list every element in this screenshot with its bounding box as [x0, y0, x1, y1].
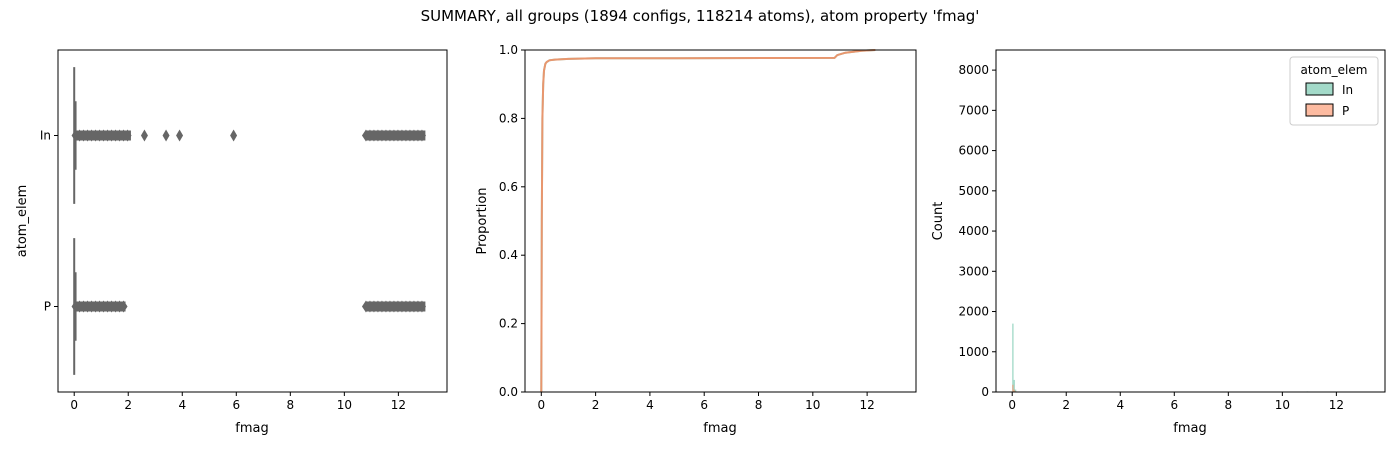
histogram-axes-frame	[995, 49, 1386, 393]
outlier-marker	[417, 300, 426, 313]
histogram-panel: 0 2 4 6 8 10 12 0 1000 2000 3000 4000 5000 6000 7000 8…	[931, 49, 1386, 436]
outlier-marker	[123, 129, 132, 142]
histogram-bar-p	[1012, 384, 1014, 392]
y-tick-label: 0.6	[499, 180, 518, 194]
histogram-y-label: Count	[931, 202, 946, 241]
ecdf-plot-area	[540, 49, 876, 393]
x-tick-label: 0	[70, 398, 78, 412]
x-tick-label: 6	[232, 398, 240, 412]
boxplot-plot-area	[71, 67, 426, 375]
y-tick-label: 6000	[958, 144, 989, 158]
ecdf-axes-frame	[524, 49, 917, 393]
legend-swatch-in	[1305, 82, 1334, 96]
boxplot-y-label: atom_elem	[15, 185, 30, 257]
histogram-bar-in	[1013, 379, 1015, 392]
boxplot-y-ticks: In P	[40, 129, 58, 314]
x-tick-label: 10	[805, 398, 820, 412]
category-label: In	[40, 129, 51, 143]
x-tick-label: 6	[1170, 398, 1178, 412]
ecdf-line-p	[540, 49, 876, 393]
y-tick-label: 1000	[958, 345, 989, 359]
histogram-x-label: fmag	[1173, 421, 1206, 436]
x-tick-label: 2	[592, 398, 600, 412]
figure-title: SUMMARY, all groups (1894 configs, 11821…	[421, 7, 980, 25]
y-tick-label: 0	[981, 385, 989, 399]
histogram-plot-area	[1012, 323, 1354, 392]
x-tick-label: 12	[391, 398, 406, 412]
x-tick-label: 4	[178, 398, 186, 412]
y-tick-label: 4000	[958, 224, 989, 238]
histogram-bar-p	[1013, 389, 1015, 392]
histogram-bar-in	[1012, 323, 1014, 392]
x-tick-label: 12	[1329, 398, 1344, 412]
outlier-marker	[162, 129, 170, 142]
outlier-marker	[176, 129, 184, 142]
y-tick-label: 0.2	[499, 317, 518, 331]
ecdf-y-ticks: 0.0 0.2 0.4 0.6 0.8 1.0	[499, 43, 525, 399]
ecdf-line-in	[540, 49, 876, 393]
y-tick-label: 3000	[958, 264, 989, 278]
legend-swatch-p	[1305, 103, 1334, 117]
x-tick-label: 6	[700, 398, 708, 412]
outlier-marker	[119, 300, 128, 313]
ecdf-x-ticks: 0 2 4 6 8 10 12	[537, 392, 875, 412]
outlier-marker	[140, 129, 148, 142]
y-tick-label: 5000	[958, 184, 989, 198]
x-tick-label: 4	[646, 398, 654, 412]
x-tick-label: 10	[1275, 398, 1290, 412]
y-tick-label: 2000	[958, 305, 989, 319]
x-tick-label: 8	[1224, 398, 1232, 412]
boxplot-panel: 0 2 4 6 8 10 12 In P fmag atom_elem	[15, 49, 448, 436]
x-tick-label: 10	[337, 398, 352, 412]
ecdf-x-label: fmag	[703, 421, 736, 436]
x-tick-label: 4	[1116, 398, 1124, 412]
x-tick-label: 0	[537, 398, 545, 412]
x-tick-label: 2	[1062, 398, 1070, 412]
ecdf-panel: 0 2 4 6 8 10 12 0.0 0.2 0.4 0.6 0.8 1.0 fmag Propor…	[475, 43, 917, 436]
boxplot-x-label: fmag	[235, 421, 268, 436]
ecdf-y-label: Proportion	[475, 187, 490, 254]
boxplot-axes-frame	[57, 49, 448, 393]
histogram-x-ticks: 0 2 4 6 8 10 12	[1008, 392, 1344, 412]
x-tick-label: 12	[859, 398, 874, 412]
category-label: P	[44, 300, 51, 314]
y-tick-label: 8000	[958, 63, 989, 77]
x-tick-label: 8	[286, 398, 294, 412]
legend-label-p: P	[1342, 104, 1349, 118]
x-tick-label: 8	[755, 398, 763, 412]
y-tick-label: 1.0	[499, 43, 518, 57]
histogram-legend: atom_elem In P	[1289, 56, 1379, 126]
legend-title: atom_elem	[1301, 63, 1368, 77]
y-tick-label: 0.8	[499, 111, 518, 125]
outlier-marker	[417, 129, 426, 142]
outlier-marker	[230, 129, 238, 142]
y-tick-label: 0.4	[499, 248, 518, 262]
y-tick-label: 7000	[958, 103, 989, 117]
x-tick-label: 0	[1008, 398, 1016, 412]
y-tick-label: 0.0	[499, 385, 518, 399]
histogram-y-ticks: 0 1000 2000 3000 4000 5000 6000 7000 8000	[958, 63, 996, 399]
boxplot-x-ticks: 0 2 4 6 8 10 12	[70, 392, 406, 412]
legend-label-in: In	[1342, 83, 1353, 97]
x-tick-label: 2	[124, 398, 132, 412]
histogram-bar-in	[1014, 389, 1017, 392]
